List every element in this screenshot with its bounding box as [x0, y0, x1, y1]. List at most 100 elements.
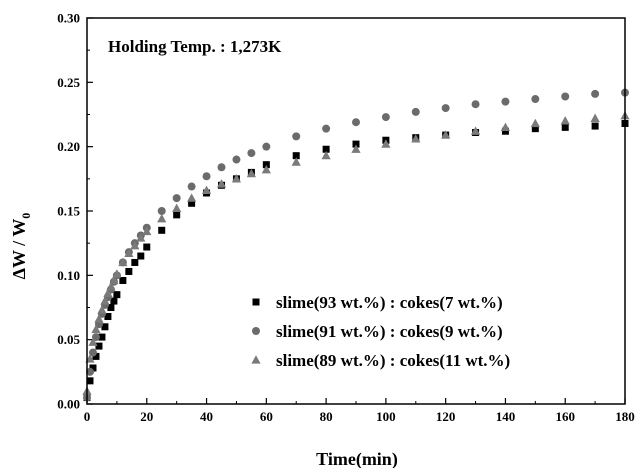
- data-point-triangle: [381, 139, 391, 148]
- x-tick-label: 100: [376, 409, 396, 424]
- data-point-circle: [88, 348, 97, 357]
- legend-label: slime(91 wt.%) : cokes(9 wt.%): [276, 322, 503, 341]
- x-tick-label: 20: [140, 409, 153, 424]
- legend-label: slime(93 wt.%) : cokes(7 wt.%): [276, 293, 503, 312]
- y-tick-label: 0.10: [57, 268, 80, 283]
- data-point-circle: [471, 100, 480, 109]
- data-point-triangle: [411, 134, 421, 143]
- data-point-triangle: [103, 288, 113, 297]
- y-axis-title-subscript: 0: [19, 213, 33, 219]
- data-point-square: [95, 342, 103, 350]
- data-point-triangle: [94, 314, 104, 323]
- data-point-square: [352, 140, 360, 148]
- y-tick-label: 0.00: [57, 397, 80, 412]
- data-point-square: [104, 313, 112, 321]
- x-tick-label: 40: [200, 409, 213, 424]
- data-point-triangle: [112, 269, 122, 278]
- data-point-triangle: [172, 203, 182, 213]
- x-axis-ticks: 0 20 40 60 80 100 120 140 160 180: [84, 398, 635, 424]
- data-point-triangle: [441, 130, 451, 139]
- data-point-square: [531, 125, 539, 133]
- data-point-triangle: [130, 240, 140, 250]
- legend-marker-triangle: [251, 355, 261, 364]
- data-point-triangle: [157, 213, 167, 223]
- y-axis-ticks: 0.00 0.05 0.10 0.15 0.20 0.25 0.30: [57, 11, 93, 412]
- y-tick-label: 0.15: [57, 204, 80, 219]
- legend: slime(93 wt.%) : cokes(7 wt.%) slime(91 w…: [251, 293, 510, 370]
- data-point-square: [125, 267, 133, 275]
- data-point-circle: [217, 163, 226, 172]
- data-points: [82, 88, 630, 402]
- data-point-triangle: [142, 226, 152, 236]
- x-tick-label: 120: [436, 409, 456, 424]
- x-tick-label: 80: [320, 409, 333, 424]
- data-point-circle: [187, 182, 196, 191]
- data-point-square: [262, 161, 270, 169]
- data-point-triangle: [109, 275, 119, 285]
- data-point-square: [98, 333, 106, 341]
- data-point-triangle: [124, 248, 134, 258]
- data-point-square: [86, 377, 94, 385]
- data-point-square: [188, 199, 196, 207]
- data-point-circle: [531, 95, 540, 104]
- data-point-square: [131, 258, 139, 266]
- data-point-square: [110, 297, 118, 305]
- y-tick-label: 0.05: [57, 332, 80, 347]
- data-point-triangle: [97, 305, 107, 314]
- data-point-triangle: [530, 118, 540, 128]
- data-point-circle: [381, 113, 390, 122]
- data-point-triangle: [321, 150, 331, 160]
- data-point-triangle: [136, 233, 146, 242]
- data-point-circle: [501, 97, 510, 106]
- plot-frame: [86, 17, 626, 405]
- data-point-square: [591, 122, 599, 130]
- data-point-triangle: [216, 179, 227, 188]
- data-point-circle: [85, 367, 94, 376]
- data-point-triangle: [291, 157, 301, 166]
- data-point-triangle: [106, 282, 116, 291]
- y-axis-title-main: ΔW / W: [9, 219, 29, 280]
- data-point-circle: [441, 104, 450, 113]
- data-point-circle: [247, 149, 256, 158]
- data-point-square: [292, 152, 300, 160]
- y-tick-label: 0.20: [57, 139, 80, 154]
- data-point-triangle: [560, 116, 570, 125]
- data-point-triangle: [100, 296, 110, 305]
- data-point-square: [137, 252, 145, 260]
- data-point-circle: [322, 124, 331, 133]
- data-point-triangle: [590, 113, 600, 122]
- data-point-circle: [91, 333, 100, 342]
- data-point-square: [173, 211, 181, 219]
- data-point-circle: [561, 92, 570, 101]
- data-point-triangle: [470, 126, 481, 135]
- x-tick-label: 60: [260, 409, 273, 424]
- data-point-triangle: [88, 337, 98, 346]
- data-point-circle: [292, 132, 301, 141]
- data-point-square: [561, 123, 569, 131]
- data-point-circle: [411, 107, 420, 116]
- y-axis-title: ΔW / W0: [9, 213, 33, 280]
- x-tick-label: 180: [615, 409, 635, 424]
- data-point-circle: [352, 118, 360, 127]
- data-point-circle: [591, 89, 600, 98]
- data-point-circle: [202, 172, 211, 181]
- data-point-triangle: [351, 144, 361, 153]
- data-point-triangle: [118, 257, 128, 267]
- data-point-triangle: [500, 122, 511, 131]
- legend-marker-square: [252, 298, 260, 306]
- y-tick-label: 0.30: [57, 11, 80, 26]
- x-axis-title: Time(min): [316, 449, 398, 468]
- data-point-square: [143, 243, 151, 251]
- data-point-triangle: [201, 185, 212, 195]
- series-triangle: [82, 110, 630, 395]
- data-point-square: [89, 364, 97, 372]
- data-point-square: [501, 127, 509, 135]
- data-point-square: [113, 291, 121, 299]
- data-point-circle: [262, 142, 271, 151]
- data-point-square: [107, 304, 115, 311]
- x-tick-label: 0: [84, 409, 91, 424]
- data-point-square: [322, 145, 330, 153]
- data-point-square: [92, 352, 100, 360]
- data-point-circle: [232, 155, 241, 164]
